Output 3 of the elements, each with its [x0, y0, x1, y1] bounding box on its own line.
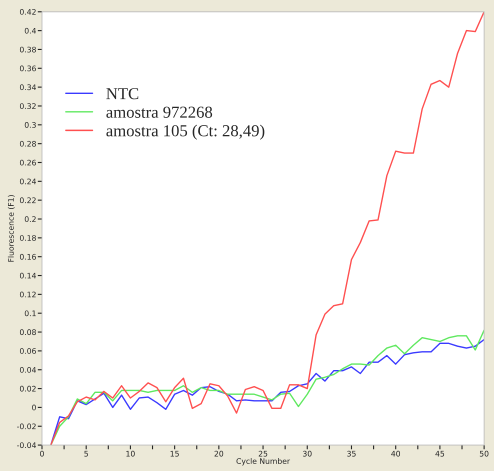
legend-label: NTC — [106, 88, 138, 100]
legend-label: amostra 105 (Ct: 28,49) — [106, 124, 264, 140]
legend-label: amostra 972268 — [106, 106, 212, 118]
